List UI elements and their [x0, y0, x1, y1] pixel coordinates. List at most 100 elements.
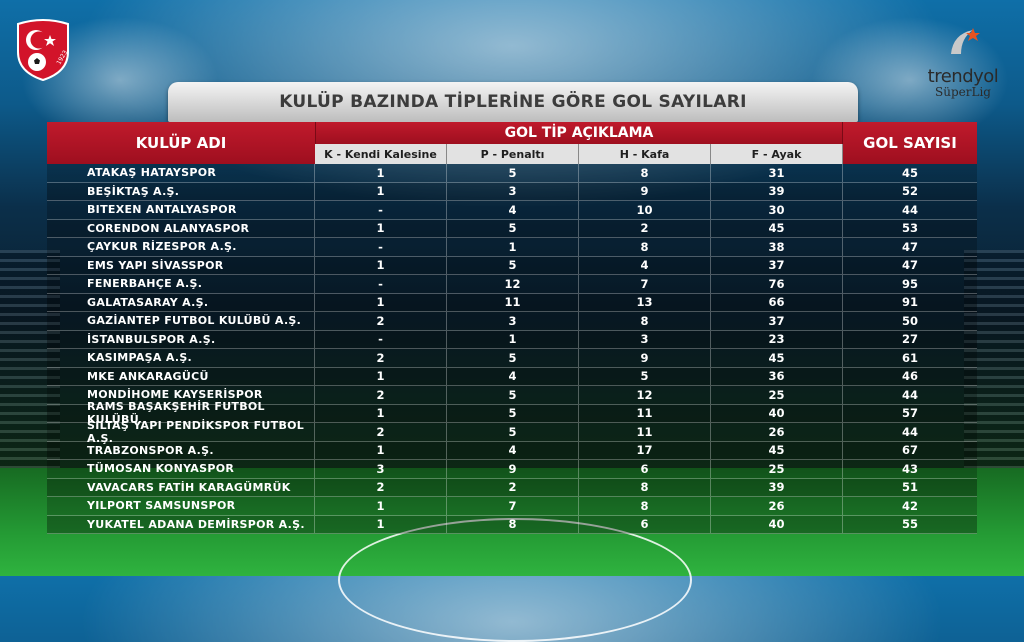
club-name: TRABZONSPOR A.Ş. [47, 441, 315, 459]
total-goals: 53 [901, 221, 918, 236]
club-name: CORENDON ALANYASPOR [47, 219, 315, 237]
header-count: 9 [579, 182, 711, 200]
total-goals: 55 [901, 517, 918, 532]
penalty-count: 5 [447, 349, 579, 367]
brand-name: trendyol [927, 66, 999, 87]
own-goal-count: 1 [315, 515, 447, 533]
table-row: VAVACARS FATİH KARAGÜMRÜK 2 2 8 39 51 [47, 478, 977, 497]
penalty-count: 5 [447, 423, 579, 441]
table-row: KASIMPAŞA A.Ş. 2 5 9 45 61 [47, 349, 977, 368]
foot-count: 40 [711, 515, 843, 533]
subheader-foot: F - Ayak [711, 144, 843, 164]
own-goal-count: 1 [315, 256, 447, 274]
club-name: EMS YAPI SİVASSPOR [47, 256, 315, 274]
header-count: 10 [579, 201, 711, 219]
superlig-star-icon [951, 28, 980, 54]
subheader-penalty: P - Penaltı [447, 144, 579, 164]
penalty-count: 5 [447, 386, 579, 404]
table-row: SİLTAŞ YAPI PENDİKSPOR FUTBOL A.Ş. 2 5 1… [47, 419, 977, 445]
foot-count: 66 [711, 293, 843, 311]
header-count: 8 [579, 312, 711, 330]
header-count: 7 [579, 275, 711, 293]
own-goal-count: 3 [315, 460, 447, 478]
total-goals: 44 [901, 424, 918, 439]
total-goals: 44 [901, 202, 918, 217]
header-count: 8 [579, 164, 711, 182]
club-name: VAVACARS FATİH KARAGÜMRÜK [47, 478, 315, 496]
club-name: BITEXEN ANTALYASPOR [47, 201, 315, 219]
table-body: ATAKAŞ HATAYSPOR 1 5 8 31 45 BEŞİKTAŞ A.… [47, 164, 977, 534]
total-goals: 44 [901, 387, 918, 402]
page-title: KULÜP BAZINDA TİPLERİNE GÖRE GOL SAYILAR… [279, 92, 747, 112]
own-goal-count: 1 [315, 441, 447, 459]
total-goals: 57 [901, 406, 918, 421]
penalty-count: 1 [447, 330, 579, 348]
penalty-count: 4 [447, 201, 579, 219]
penalty-count: 8 [447, 515, 579, 533]
own-goal-count: 2 [315, 423, 447, 441]
header-count: 17 [579, 441, 711, 459]
penalty-count: 4 [447, 441, 579, 459]
total-goals: 61 [901, 350, 918, 365]
own-goal-count: 1 [315, 219, 447, 237]
subheader-header: H - Kafa [579, 144, 711, 164]
own-goal-count: 2 [315, 478, 447, 496]
total-goals: 43 [901, 461, 918, 476]
own-goal-count: 1 [315, 404, 447, 422]
brand-subname: SüperLig [935, 85, 991, 99]
foot-count: 30 [711, 201, 843, 219]
penalty-count: 11 [447, 293, 579, 311]
club-name: MKE ANKARAGÜCÜ [47, 367, 315, 385]
own-goal-count: 1 [315, 164, 447, 182]
penalty-count: 5 [447, 404, 579, 422]
table-row: GALATASARAY A.Ş. 1 11 13 66 91 [47, 293, 977, 312]
total-goals: 45 [901, 165, 918, 180]
club-name: YUKATEL ADANA DEMİRSPOR A.Ş. [47, 515, 315, 533]
penalty-count: 2 [447, 478, 579, 496]
table-row: MKE ANKARAGÜCÜ 1 4 5 36 46 [47, 367, 977, 386]
tff-logo-icon: 1923 [17, 19, 69, 82]
goal-type-subheader: K - Kendi Kalesine P - Penaltı H - Kafa … [315, 144, 843, 164]
own-goal-count: - [315, 330, 447, 348]
penalty-count: 3 [447, 182, 579, 200]
header-count: 8 [579, 238, 711, 256]
total-goals: 91 [901, 295, 918, 310]
total-goals: 47 [901, 258, 918, 273]
table-row: MONDİHOME KAYSERİSPOR 2 5 12 25 44 [47, 386, 977, 405]
table-row: RAMS BAŞAKŞEHİR FUTBOL KULÜBÜ 1 5 11 40 … [47, 400, 977, 426]
own-goal-count: 2 [315, 386, 447, 404]
header-club-name: KULÜP ADI [47, 122, 315, 164]
foot-count: 45 [711, 441, 843, 459]
table-row: GAZİANTEP FUTBOL KULÜBÜ A.Ş. 2 3 8 37 50 [47, 312, 977, 331]
header-count: 12 [579, 386, 711, 404]
own-goal-count: 2 [315, 349, 447, 367]
table-row: CORENDON ALANYASPOR 1 5 2 45 53 [47, 219, 977, 238]
penalty-count: 1 [447, 238, 579, 256]
own-goal-count: - [315, 238, 447, 256]
club-name: BEŞİKTAŞ A.Ş. [47, 182, 315, 200]
foot-count: 23 [711, 330, 843, 348]
total-goals: 51 [901, 480, 918, 495]
stadium-stand-right [964, 250, 1024, 470]
club-name: MONDİHOME KAYSERİSPOR [47, 386, 315, 404]
foot-count: 26 [711, 423, 843, 441]
table-row: EMS YAPI SİVASSPOR 1 5 4 37 47 [47, 256, 977, 275]
foot-count: 45 [711, 349, 843, 367]
club-name: KASIMPAŞA A.Ş. [47, 349, 315, 367]
header-count: 2 [579, 219, 711, 237]
table-row: İSTANBULSPOR A.Ş. - 1 3 23 27 [47, 330, 977, 349]
foot-count: 39 [711, 478, 843, 496]
goals-table: KULÜP ADI GOL TİP AÇIKLAMA K - Kendi Kal… [47, 122, 977, 534]
foot-count: 36 [711, 367, 843, 385]
own-goal-count: 1 [315, 497, 447, 515]
header-count: 13 [579, 293, 711, 311]
header-count: 11 [579, 404, 711, 422]
foot-count: 40 [711, 404, 843, 422]
penalty-count: 12 [447, 275, 579, 293]
club-name: YILPORT SAMSUNSPOR [47, 497, 315, 515]
table-row: ATAKAŞ HATAYSPOR 1 5 8 31 45 [47, 164, 977, 183]
header-count: 9 [579, 349, 711, 367]
table-row: YILPORT SAMSUNSPOR 1 7 8 26 42 [47, 497, 977, 516]
header-count: 8 [579, 478, 711, 496]
club-name: ÇAYKUR RİZESPOR A.Ş. [47, 238, 315, 256]
